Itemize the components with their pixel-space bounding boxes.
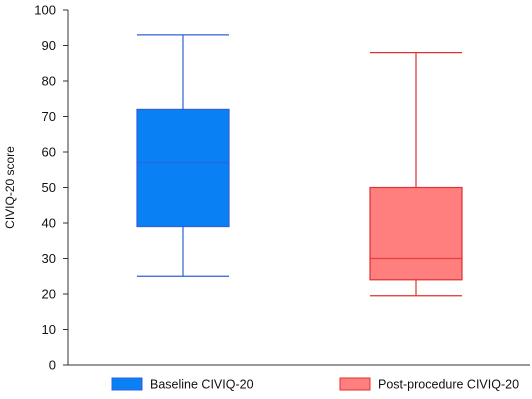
- axes: 0 10 20 30 40 50 60 70 80 90 100 CIVIQ-20 score: [3, 3, 530, 373]
- legend-label: Post-procedure CIVIQ-20: [378, 378, 519, 392]
- y-tick-label: 50: [42, 180, 56, 195]
- legend-swatch: [111, 377, 143, 391]
- box-group: [369, 51, 463, 297]
- y-axis-label: CIVIQ-20 score: [3, 146, 17, 229]
- y-tick-label: 10: [42, 322, 56, 337]
- y-tick-label: 70: [42, 109, 56, 124]
- y-tick-label: 20: [42, 287, 56, 302]
- y-tick-label: 40: [42, 216, 56, 231]
- legend-label: Baseline CIVIQ-20: [150, 378, 254, 392]
- iqr-box: [136, 108, 230, 228]
- legend: Baseline CIVIQ-20 Post-procedure CIVIQ-20: [111, 377, 519, 392]
- y-tick-label: 60: [42, 145, 56, 160]
- legend-item: Post-procedure CIVIQ-20: [339, 377, 519, 392]
- legend-swatch: [339, 377, 371, 391]
- box-group: [136, 34, 230, 277]
- y-tick-label: 100: [34, 3, 56, 18]
- y-tick-label: 0: [49, 358, 56, 373]
- iqr-box: [369, 186, 463, 281]
- y-tick-label: 90: [42, 38, 56, 53]
- y-tick-label: 80: [42, 74, 56, 89]
- y-tick-label: 30: [42, 251, 56, 266]
- boxes: [136, 34, 463, 297]
- legend-item: Baseline CIVIQ-20: [111, 377, 254, 392]
